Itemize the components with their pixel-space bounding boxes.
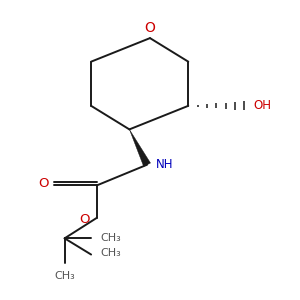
Polygon shape	[129, 129, 151, 167]
Text: CH₃: CH₃	[54, 271, 75, 281]
Text: NH: NH	[156, 158, 173, 171]
Text: CH₃: CH₃	[100, 233, 121, 243]
Text: O: O	[79, 213, 90, 226]
Text: OH: OH	[253, 99, 271, 112]
Text: O: O	[38, 177, 48, 190]
Text: CH₃: CH₃	[100, 248, 121, 258]
Text: O: O	[145, 21, 155, 34]
